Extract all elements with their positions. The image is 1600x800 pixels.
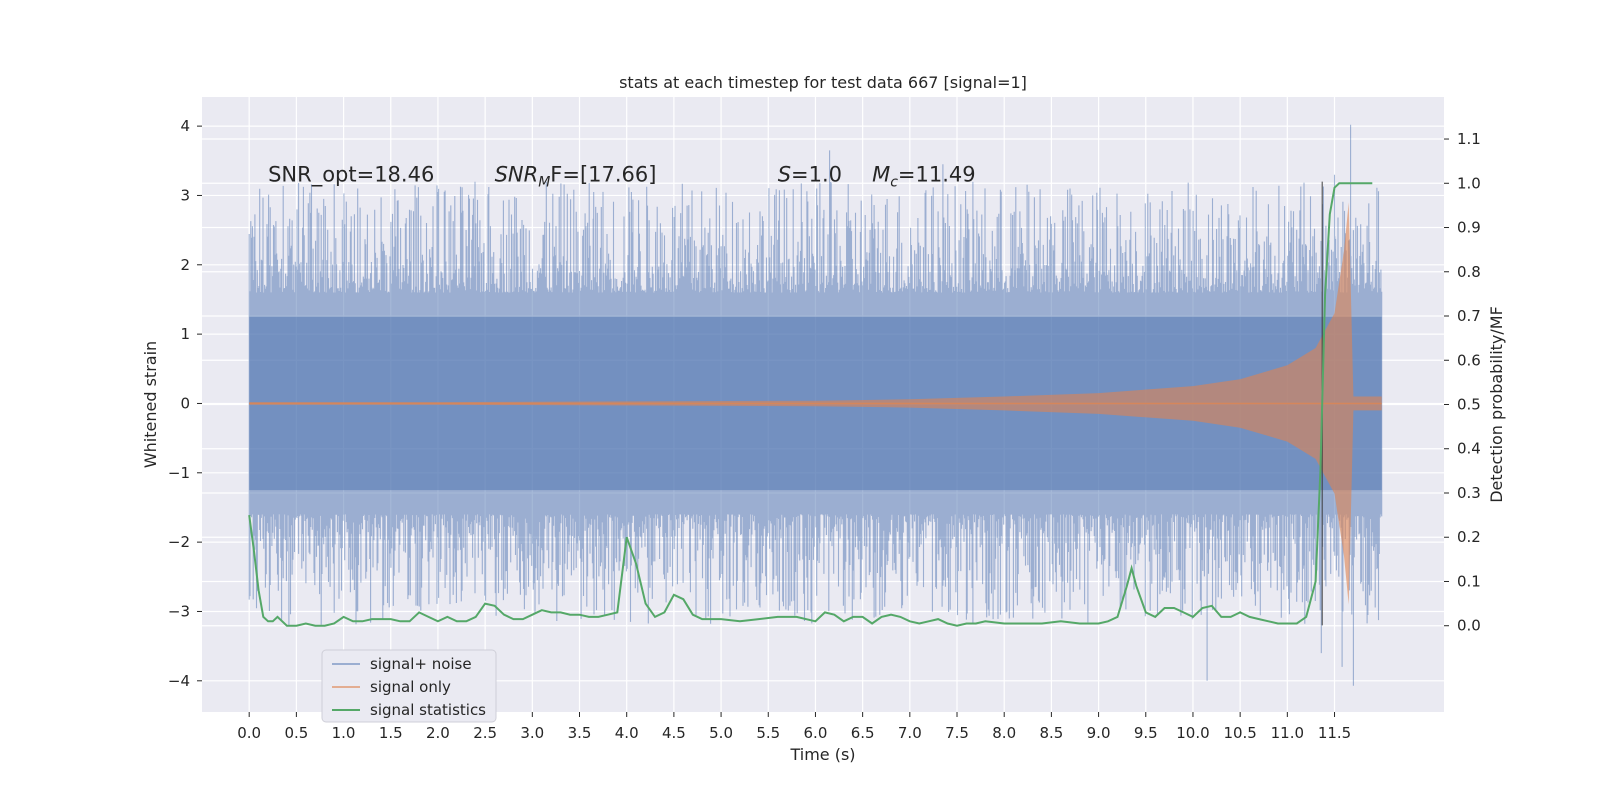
y-axis-ticks: −4 −3 −2 −1 0 1 2 3 4	[168, 117, 202, 690]
x-tick-label: 2.5	[473, 724, 497, 742]
x-tick-label: 11.5	[1318, 724, 1351, 742]
y-tick-label: 0	[180, 394, 190, 412]
y2-axis-label: Detection probability/MF	[1487, 306, 1506, 503]
y2-tick-label: 0.7	[1457, 307, 1481, 325]
y-axis-label: Whitened strain	[141, 341, 160, 468]
x-tick-label: 1.0	[332, 724, 356, 742]
x-tick-label: 10.0	[1176, 724, 1209, 742]
y2-tick-label: 1.0	[1457, 174, 1481, 192]
x-tick-label: 4.5	[662, 724, 686, 742]
annotation-0: SNR_opt=18.46	[268, 163, 434, 188]
y2-tick-label: 0.6	[1457, 351, 1481, 369]
x-tick-label: 11.0	[1271, 724, 1304, 742]
legend-label: signal+ noise	[370, 655, 472, 673]
y2-tick-label: 1.1	[1457, 130, 1481, 148]
x-tick-label: 9.5	[1134, 724, 1158, 742]
legend: signal+ noise signal only signal statistic…	[321, 649, 497, 723]
y2-tick-label: 0.2	[1457, 528, 1481, 546]
y2-axis-ticks: 0.0 0.1 0.2 0.3 0.4 0.5 0.6 0.7 0.8 0.9 1.0 1.1	[1444, 130, 1481, 635]
x-tick-label: 5.0	[709, 724, 733, 742]
x-axis-label: Time (s)	[789, 745, 855, 764]
x-tick-label: 8.0	[992, 724, 1016, 742]
y-tick-label: 1	[180, 325, 190, 343]
y2-tick-label: 0.3	[1457, 484, 1481, 502]
y-tick-label: 2	[180, 256, 190, 274]
signal-statistics-line	[248, 182, 1373, 627]
signal-statistics-series	[248, 182, 1373, 627]
x-tick-label: 7.0	[898, 724, 922, 742]
x-tick-label: 4.0	[615, 724, 639, 742]
y2-tick-label: 0.9	[1457, 219, 1481, 237]
x-tick-label: 6.0	[804, 724, 828, 742]
annotations: SNR_opt=18.46 SNRMF=[17.66] S=1.0 Mc=11.49	[268, 163, 976, 191]
x-tick-label: 3.5	[568, 724, 592, 742]
x-axis-ticks: 0.0 0.5 1.0 1.5 2.0 2.5 3.0 3.5 4.0 4.5 5.0 5.5 6.0 6…	[237, 712, 1351, 742]
y-tick-label: −2	[168, 533, 190, 551]
legend-label: signal only	[370, 678, 451, 696]
y-tick-label: −4	[168, 672, 190, 690]
legend-box	[321, 649, 497, 723]
x-tick-label: 0.5	[284, 724, 308, 742]
x-tick-label: 8.5	[1039, 724, 1063, 742]
y-tick-label: −3	[168, 602, 190, 620]
annotation-2: S=1.0	[778, 163, 842, 187]
x-tick-label: 2.0	[426, 724, 450, 742]
y-tick-label: −1	[168, 464, 190, 482]
annotation-1: SNRMF=[17.66]	[495, 163, 657, 191]
legend-label: signal statistics	[370, 701, 486, 719]
x-tick-label: 7.5	[945, 724, 969, 742]
y2-tick-label: 0.5	[1457, 396, 1481, 414]
y2-tick-label: 0.0	[1457, 617, 1481, 635]
annotation-3: Mc=11.49	[872, 163, 976, 191]
y-tick-label: 4	[180, 117, 190, 135]
y2-tick-label: 0.8	[1457, 263, 1481, 281]
x-tick-label: 10.5	[1223, 724, 1256, 742]
y-tick-label: 3	[180, 186, 190, 204]
x-tick-label: 0.0	[237, 724, 261, 742]
x-tick-label: 1.5	[379, 724, 403, 742]
y2-tick-label: 0.1	[1457, 572, 1481, 590]
x-tick-label: 6.5	[851, 724, 875, 742]
x-tick-label: 5.5	[756, 724, 780, 742]
chart-title: stats at each timestep for test data 667…	[619, 73, 1027, 92]
y2-tick-label: 0.4	[1457, 440, 1481, 458]
x-tick-label: 3.0	[520, 724, 544, 742]
x-tick-label: 9.0	[1087, 724, 1111, 742]
